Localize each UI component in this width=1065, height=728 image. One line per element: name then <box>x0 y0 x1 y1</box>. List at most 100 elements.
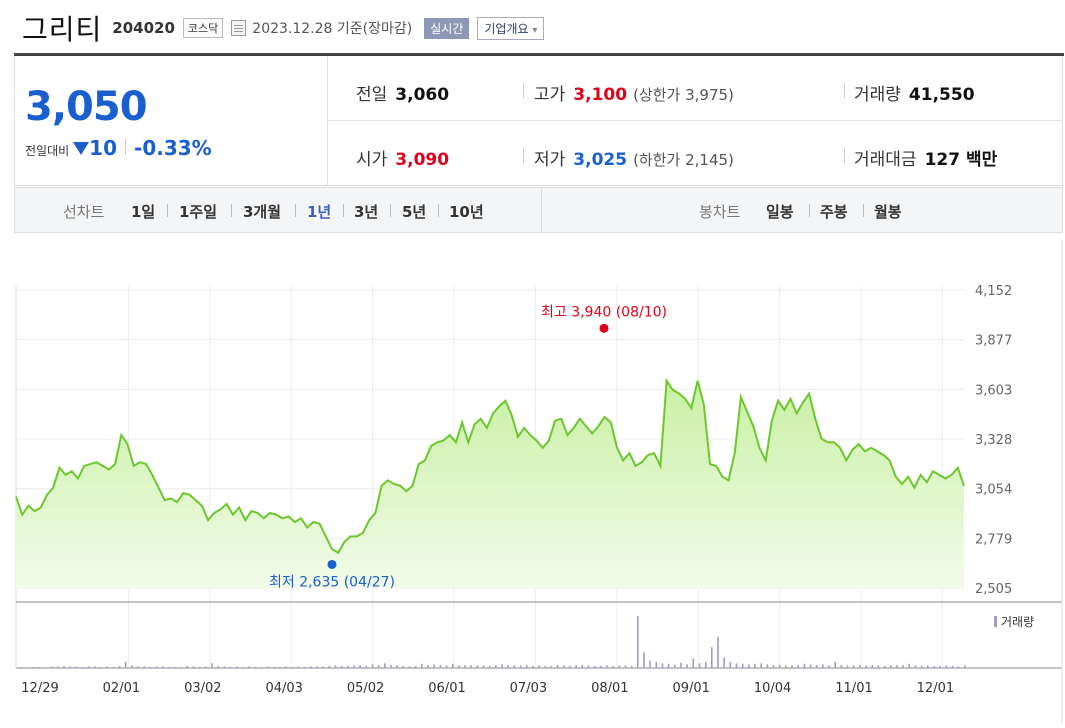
volume-bar <box>692 658 695 668</box>
tab-1w[interactable]: 1주일 <box>179 203 218 221</box>
volume-bar <box>310 666 312 668</box>
volume-bar <box>556 664 559 668</box>
volume-bar <box>766 664 769 668</box>
volume-bar <box>927 665 929 668</box>
volume-bar <box>94 666 96 668</box>
date-value: 2023.12.28 <box>252 21 333 37</box>
date-basis: 기준(장마감) <box>336 21 413 37</box>
volume-bar <box>433 664 435 668</box>
volume-bar <box>402 665 405 668</box>
tab-10y[interactable]: 10년 <box>449 203 484 221</box>
stat-low: 저가 3,025 (하한가 2,145) <box>534 145 734 170</box>
x-tick-label: 03/02 <box>184 681 221 696</box>
current-price: 3,050 <box>25 84 148 130</box>
tab-1y[interactable]: 1년 <box>307 203 332 221</box>
volume-bar <box>809 664 812 668</box>
volume-bar <box>593 665 596 668</box>
stat-volume-value: 41,550 <box>908 85 975 105</box>
chevron-down-icon: ▾ <box>532 24 538 36</box>
volume-bar <box>451 663 454 668</box>
price-chart-svg: 4,152 3,877 3,603 3,328 3,054 2,779 2,505 12/29… <box>15 240 1063 724</box>
tab-3y[interactable]: 3년 <box>354 203 379 221</box>
title-row: 그리티 204020 코스닥 2023.12.28 기준(장마감) 실시간 기업… <box>22 8 545 48</box>
volume-legend-label: 거래량 <box>1001 615 1034 629</box>
y-tick-label: 3,603 <box>975 383 1012 398</box>
volume-bar <box>890 665 892 668</box>
volume-bar <box>353 665 355 668</box>
volume-bar <box>87 666 90 668</box>
volume-bar <box>408 666 411 668</box>
volume-bar <box>229 667 232 668</box>
tab-1d[interactable]: 1일 <box>131 203 156 221</box>
volume-bar <box>834 661 836 668</box>
company-name: 그리티 <box>22 13 103 46</box>
volume-bar <box>69 666 71 668</box>
y-tick-label: 4,152 <box>975 284 1012 299</box>
tab-daily[interactable]: 일봉 <box>766 203 794 221</box>
stat-low-value: 3,025 <box>573 150 628 170</box>
volume-bar <box>340 665 343 668</box>
divider <box>809 204 810 217</box>
tab-3m[interactable]: 3개월 <box>243 203 282 221</box>
volume-bar <box>563 665 565 668</box>
volume-bar <box>550 665 553 668</box>
volume-bar <box>100 667 102 668</box>
stat-low-label: 저가 <box>534 150 566 170</box>
volume-bar <box>717 636 719 668</box>
divider <box>343 204 344 217</box>
volume-bar <box>371 664 374 668</box>
volume-bar <box>914 665 917 668</box>
candle-chart-label: 봉차트 <box>699 203 741 221</box>
volume-bar <box>544 665 546 668</box>
x-tick-label: 05/02 <box>347 681 384 696</box>
volume-bar <box>421 663 423 668</box>
chart-tab-bar: 선차트 1일 1주일 3개월 1년 3년 5년 10년 봉차트 일봉 주봉 월봉 <box>14 187 1063 233</box>
x-tick-label: 04/03 <box>265 681 302 696</box>
volume-bar <box>624 665 627 668</box>
stat-volume: 거래량 41,550 <box>854 80 975 105</box>
header-divider <box>14 53 1064 56</box>
price-panel: 3,050 전일대비 10 -0.33% 전일 3,060 고가 3,100 (상한가… <box>14 56 1063 186</box>
tab-weekly[interactable]: 주봉 <box>820 203 848 221</box>
volume-bar <box>328 665 331 668</box>
x-tick-label: 08/01 <box>591 681 628 696</box>
volume-bar <box>44 667 47 669</box>
volume-bar <box>649 660 651 668</box>
stat-open-label: 시가 <box>356 150 388 170</box>
realtime-button[interactable]: 실시간 <box>424 17 470 39</box>
divider <box>295 204 296 217</box>
volume-bar <box>711 647 713 668</box>
volume-bar <box>667 663 670 668</box>
volume-bar <box>205 666 207 668</box>
volume-bar <box>902 665 904 668</box>
volume-bar <box>414 665 417 668</box>
company-profile-button[interactable]: 기업개요 ▾ <box>477 16 545 40</box>
stat-prev: 전일 3,060 <box>356 80 449 105</box>
volume-bar <box>260 667 263 668</box>
volume-bar <box>81 667 84 668</box>
stat-high-label: 고가 <box>534 85 566 105</box>
volume-bar <box>112 667 115 668</box>
volume-bar <box>26 667 28 669</box>
x-tick-label: 07/03 <box>510 681 547 696</box>
volume-bar <box>655 661 658 668</box>
volume-bar <box>575 665 577 668</box>
volume-bar <box>852 665 855 668</box>
volume-bar <box>377 664 380 668</box>
tab-5y[interactable]: 5년 <box>402 203 427 221</box>
volume-bar <box>439 664 442 668</box>
volume-bar <box>235 666 238 668</box>
stat-lower-limit: (하한가 2,145) <box>633 151 734 169</box>
max-point-label: 최고 3,940 (08/10) <box>541 304 667 320</box>
tab-monthly[interactable]: 월봉 <box>874 203 902 221</box>
volume-bar <box>661 663 664 668</box>
volume-bar <box>396 665 398 668</box>
volume-bar <box>482 665 485 668</box>
x-tick-label: 06/01 <box>428 681 465 696</box>
x-tick-label: 09/01 <box>672 681 709 696</box>
volume-bar <box>242 667 244 668</box>
company-profile-label: 기업개요 <box>484 21 529 36</box>
divider <box>167 204 168 217</box>
volume-bar <box>920 665 923 668</box>
volume-bar <box>637 616 639 668</box>
